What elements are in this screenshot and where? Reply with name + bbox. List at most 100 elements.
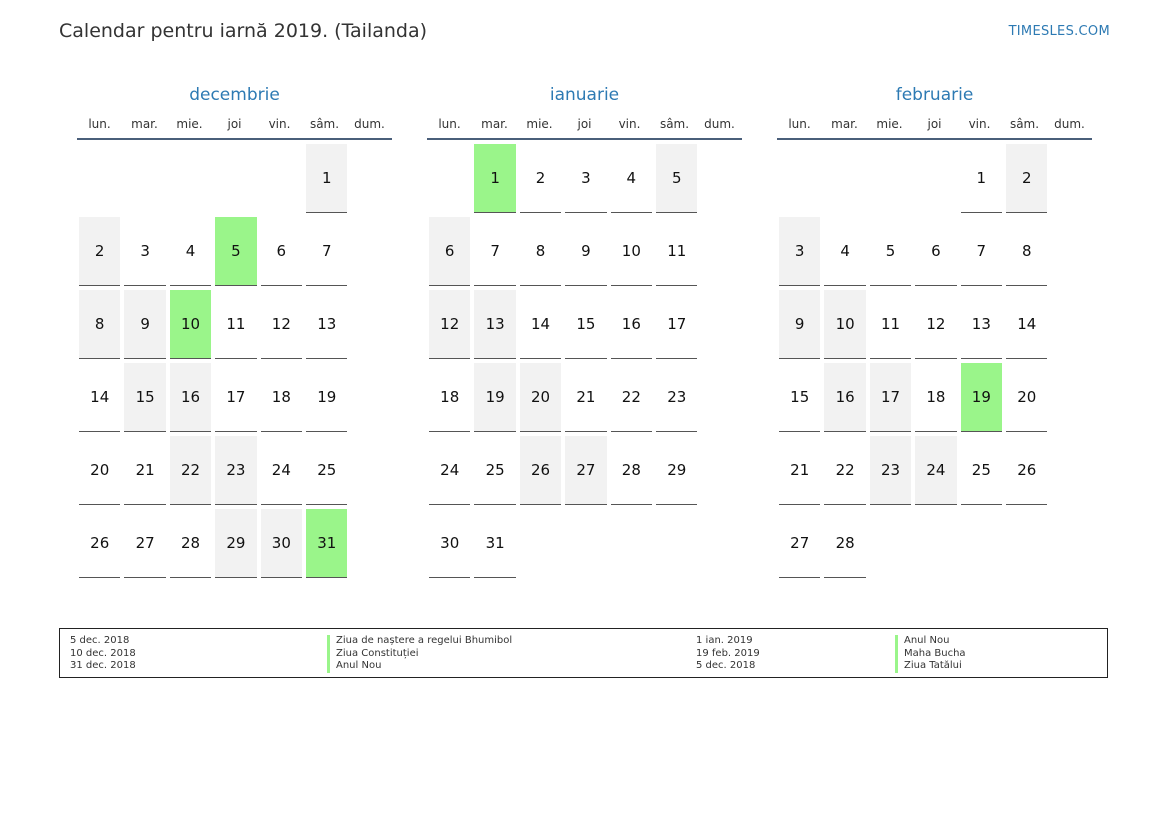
day-cell[interactable]: 14: [1005, 290, 1048, 359]
day-cell[interactable]: 21: [124, 436, 166, 505]
day-cell[interactable]: 5: [869, 217, 912, 286]
day-cell[interactable]: 20: [519, 363, 562, 432]
day-cell[interactable]: 8: [519, 217, 562, 286]
day-cell[interactable]: 23: [215, 436, 257, 505]
day-cell[interactable]: 27: [124, 509, 166, 578]
day-cell[interactable]: 5: [655, 144, 698, 213]
day-cell[interactable]: 19: [474, 363, 516, 432]
day-cell[interactable]: 6: [915, 217, 957, 286]
day-cell[interactable]: 31: [474, 509, 516, 578]
day-cell[interactable]: 7: [305, 217, 348, 286]
brand-link[interactable]: TIMESLES.COM: [1008, 24, 1110, 39]
day-cell[interactable]: 22: [169, 436, 212, 505]
day-cell[interactable]: 20: [78, 436, 121, 505]
day-cell[interactable]: 18: [915, 363, 957, 432]
holiday-day-cell[interactable]: 19: [960, 363, 1003, 432]
day-cell[interactable]: 23: [869, 436, 912, 505]
day-cell[interactable]: 12: [428, 290, 471, 359]
day-cell[interactable]: 1: [305, 144, 348, 213]
day-cell[interactable]: 11: [655, 217, 698, 286]
day-cell[interactable]: 11: [215, 290, 257, 359]
day-cell[interactable]: 27: [778, 509, 821, 578]
holiday-day-cell[interactable]: 5: [215, 217, 257, 286]
day-cell[interactable]: 10: [610, 217, 653, 286]
day-cell[interactable]: 24: [915, 436, 957, 505]
day-cell[interactable]: 9: [565, 217, 607, 286]
month-name: ianuarie: [549, 85, 620, 105]
day-cell[interactable]: 24: [260, 436, 303, 505]
day-cell[interactable]: 17: [655, 290, 698, 359]
day-cell[interactable]: 26: [78, 509, 121, 578]
day-cell[interactable]: 2: [78, 217, 121, 286]
day-cell[interactable]: 14: [519, 290, 562, 359]
day-cell[interactable]: 26: [519, 436, 562, 505]
holiday-day-cell[interactable]: 10: [169, 290, 212, 359]
day-cell[interactable]: 21: [565, 363, 607, 432]
day-cell[interactable]: 2: [1005, 144, 1048, 213]
day-cell[interactable]: 14: [78, 363, 121, 432]
day-cell[interactable]: 11: [869, 290, 912, 359]
weekday-label: sâm.: [659, 117, 690, 131]
day-cell[interactable]: 4: [169, 217, 212, 286]
day-cell[interactable]: 15: [565, 290, 607, 359]
day-cell[interactable]: 19: [305, 363, 348, 432]
day-cell[interactable]: 26: [1005, 436, 1048, 505]
day-cell[interactable]: 15: [778, 363, 821, 432]
day-cell[interactable]: 20: [1005, 363, 1048, 432]
day-cell[interactable]: 12: [260, 290, 303, 359]
day-cell[interactable]: 28: [610, 436, 653, 505]
legend-names-left: Ziua de naștere a regelui Bhumibol Ziua …: [327, 635, 512, 673]
day-cell[interactable]: 29: [215, 509, 257, 578]
day-cell[interactable]: 16: [169, 363, 212, 432]
legend-dates-right: 1 ian. 2019 19 feb. 2019 5 dec. 2018: [696, 635, 760, 673]
day-cell[interactable]: 18: [428, 363, 471, 432]
day-cell[interactable]: 23: [655, 363, 698, 432]
day-cell[interactable]: 30: [260, 509, 303, 578]
day-cell[interactable]: 8: [78, 290, 121, 359]
day-cell[interactable]: 22: [610, 363, 653, 432]
day-cell[interactable]: 10: [824, 290, 866, 359]
day-cell[interactable]: 3: [565, 144, 607, 213]
day-cell[interactable]: 17: [215, 363, 257, 432]
day-cell[interactable]: 2: [519, 144, 562, 213]
day-cell[interactable]: 7: [474, 217, 516, 286]
weekday-label: mar.: [481, 117, 508, 131]
day-cell[interactable]: 9: [778, 290, 821, 359]
day-cell[interactable]: 25: [474, 436, 516, 505]
day-cell[interactable]: 25: [305, 436, 348, 505]
day-cell[interactable]: 9: [124, 290, 166, 359]
day-cell[interactable]: 13: [305, 290, 348, 359]
day-cell[interactable]: 4: [610, 144, 653, 213]
day-cell[interactable]: 3: [778, 217, 821, 286]
day-cell[interactable]: 15: [124, 363, 166, 432]
holiday-day-cell[interactable]: 31: [305, 509, 348, 578]
day-cell[interactable]: 27: [565, 436, 607, 505]
day-cell[interactable]: 3: [124, 217, 166, 286]
day-cell[interactable]: 6: [260, 217, 303, 286]
legend-names-right: Anul Nou Maha Bucha Ziua Tatălui: [895, 635, 966, 673]
holiday-day-cell[interactable]: 1: [474, 144, 516, 213]
day-cell[interactable]: 16: [824, 363, 866, 432]
day-cell[interactable]: 17: [869, 363, 912, 432]
day-cell[interactable]: 22: [824, 436, 866, 505]
day-cell[interactable]: 12: [915, 290, 957, 359]
day-cell[interactable]: 16: [610, 290, 653, 359]
day-cell[interactable]: 25: [960, 436, 1003, 505]
day-cell[interactable]: 24: [428, 436, 471, 505]
legend-holiday-name: Ziua Tatălui: [895, 660, 966, 673]
day-cell[interactable]: 6: [428, 217, 471, 286]
day-cell[interactable]: 29: [655, 436, 698, 505]
day-cell[interactable]: 21: [778, 436, 821, 505]
day-cell[interactable]: 8: [1005, 217, 1048, 286]
day-cell[interactable]: 13: [960, 290, 1003, 359]
day-cell[interactable]: 28: [824, 509, 866, 578]
day-cell[interactable]: 28: [169, 509, 212, 578]
day-cell[interactable]: 7: [960, 217, 1003, 286]
day-cell[interactable]: 18: [260, 363, 303, 432]
weekday-label: sâm.: [1009, 117, 1040, 131]
day-cell[interactable]: 13: [474, 290, 516, 359]
day-cell[interactable]: 30: [428, 509, 471, 578]
day-cell[interactable]: 4: [824, 217, 866, 286]
day-cell[interactable]: 1: [960, 144, 1003, 213]
